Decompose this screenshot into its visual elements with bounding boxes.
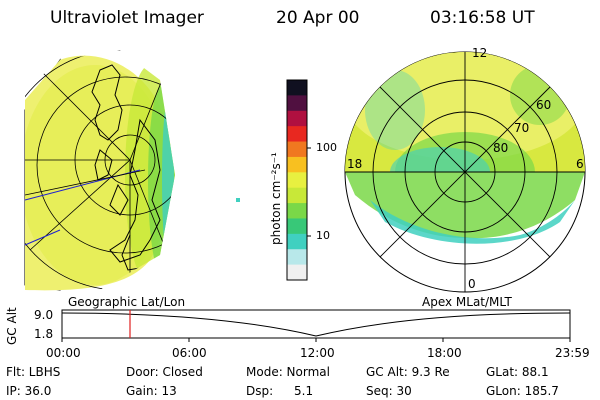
mlt-label-dawn: 6 bbox=[576, 157, 584, 171]
mlt-label-midnight: 0 bbox=[468, 277, 476, 291]
colorbar-frame bbox=[286, 79, 308, 281]
dsp-label: Dsp: bbox=[246, 384, 274, 398]
colorbar-swatch bbox=[287, 80, 307, 96]
colorbar-swatch bbox=[287, 249, 307, 266]
altitude-ylabel: GC Alt bbox=[5, 307, 19, 345]
colorbar-swatch bbox=[287, 187, 307, 204]
polar-image bbox=[344, 51, 586, 293]
colorbar-swatch bbox=[287, 203, 307, 219]
altitude-xtick: 06:00 bbox=[172, 346, 207, 360]
altitude-xtick: 23:59 bbox=[555, 346, 590, 360]
mlat-label-80: 80 bbox=[493, 141, 509, 155]
colorbar-swatch bbox=[287, 218, 307, 235]
colorbar-swatch bbox=[287, 141, 307, 158]
altitude-ytick-low: 1.8 bbox=[34, 327, 54, 341]
altitude-curve bbox=[61, 312, 571, 337]
date-label: 20 Apr 00 bbox=[276, 8, 360, 28]
glon-readout: GLon: 185.7 bbox=[486, 384, 559, 398]
mlat-label-70: 70 bbox=[514, 121, 530, 135]
mlat-label-60: 60 bbox=[536, 98, 552, 112]
colorbar-tick-10: 10 bbox=[316, 229, 330, 242]
gc-alt-readout: GC Alt: 9.3 Re bbox=[366, 365, 450, 379]
ip-readout: IP: 36.0 bbox=[6, 384, 52, 398]
seq-readout: Seq: 30 bbox=[366, 384, 412, 398]
colorbar-swatch bbox=[287, 110, 307, 127]
mlt-label-dusk: 18 bbox=[347, 157, 363, 171]
gain-readout: Gain: 13 bbox=[126, 384, 177, 398]
altitude-xtick: 18:00 bbox=[427, 346, 462, 360]
color-bar bbox=[286, 79, 311, 281]
colorbar-swatch bbox=[287, 233, 307, 250]
altitude-plot bbox=[61, 309, 571, 342]
colorbar-swatch bbox=[287, 95, 307, 112]
geographic-caption: Geographic Lat/Lon bbox=[68, 295, 186, 309]
mlt-label-noon: 12 bbox=[472, 46, 488, 60]
altitude-ytick-high: 9.0 bbox=[34, 308, 54, 322]
colorbar-tick-100: 100 bbox=[316, 141, 337, 154]
colorbar-swatch bbox=[287, 126, 307, 143]
colorbar-swatch bbox=[287, 264, 307, 281]
door-readout: Door: Closed bbox=[126, 365, 203, 379]
colorbar-swatch bbox=[287, 156, 307, 173]
altitude-xtick: 00:00 bbox=[46, 346, 81, 360]
glat-readout: GLat: 88.1 bbox=[486, 365, 549, 379]
filter-readout: Flt: LBHS bbox=[6, 365, 61, 379]
dsp-value: 5.1 bbox=[294, 384, 314, 398]
colorbar-swatch bbox=[287, 172, 307, 189]
time-label: 03:16:58 UT bbox=[430, 8, 535, 28]
apex-caption: Apex MLat/MLT bbox=[422, 295, 512, 309]
mode-readout: Mode: Normal bbox=[246, 365, 330, 379]
altitude-xtick: 12:00 bbox=[300, 346, 335, 360]
geographic-image bbox=[24, 50, 240, 291]
colorbar-unit-label: photon cm⁻²s⁻¹ bbox=[269, 152, 283, 245]
instrument-title: Ultraviolet Imager bbox=[50, 8, 204, 28]
